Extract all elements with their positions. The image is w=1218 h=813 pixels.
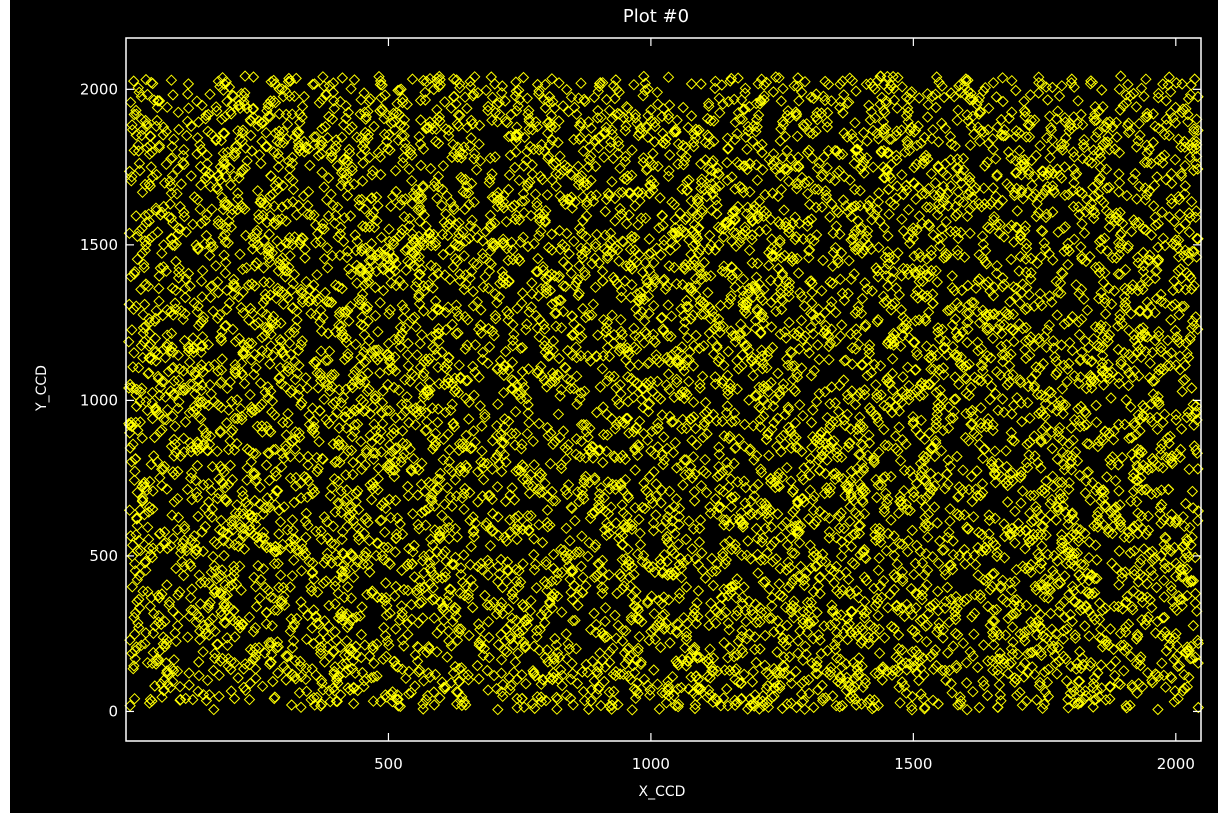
y-axis-label: Y_CCD: [34, 365, 50, 412]
y-tick-label: 1500: [80, 236, 118, 254]
x-tick-label: 2000: [1157, 755, 1195, 773]
y-tick-label: 0: [108, 702, 118, 720]
plot-frame: [125, 37, 1202, 742]
y-tick-label: 1000: [80, 391, 118, 409]
x-axis-ticks: 500 1000 1500 2000: [374, 38, 1195, 773]
x-tick-label: 500: [374, 755, 403, 773]
x-tick-label: 1500: [894, 755, 932, 773]
y-axis-ticks: 0 500 1000 1500 2000: [80, 80, 1201, 720]
x-axis-label: X_CCD: [639, 784, 686, 800]
x-tick-label: 1000: [632, 755, 670, 773]
y-tick-label: 500: [89, 547, 118, 565]
chart-title: Plot #0: [623, 6, 689, 27]
y-tick-label: 2000: [80, 80, 118, 98]
scatter-points: [122, 70, 1205, 716]
scatter-point-markers: [122, 70, 1205, 716]
